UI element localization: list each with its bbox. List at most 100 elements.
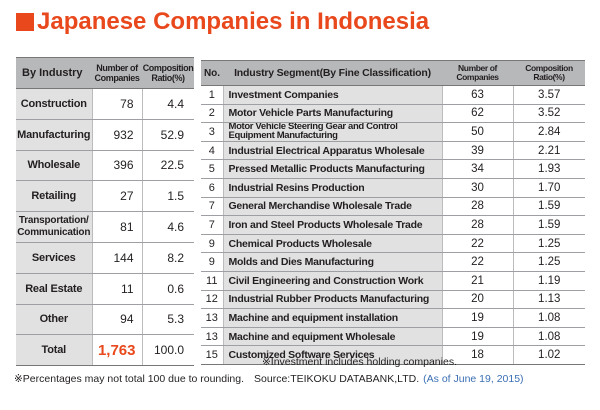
industry-row: Services 144 8.2: [16, 242, 194, 274]
segment-ratio: 1.59: [512, 197, 585, 217]
segment-row: 3 Motor Vehicle Steering Gear and Control…: [201, 122, 585, 142]
segment-row: 12 Industrial Rubber Products Manufacturi…: [201, 290, 585, 310]
segment-count: 20: [441, 290, 513, 310]
segment-rank: 9: [201, 234, 223, 254]
title-square-icon: [16, 13, 34, 31]
segment-name: Customized Software Services: [222, 345, 442, 365]
segment-ratio: 1.25: [512, 252, 585, 272]
industry-name: Transportation/ Communication: [16, 211, 92, 243]
industry-count: 11: [91, 273, 142, 305]
segment-ratio: 1.93: [512, 159, 585, 179]
segment-ratio: 3.57: [512, 85, 585, 105]
segment-row: 13 Machine and equipment installation 19 1.…: [201, 308, 585, 328]
segment-count: 22: [441, 234, 513, 254]
segment-row: 4 Industrial Electrical Apparatus Wholesa…: [201, 141, 585, 161]
segment-rank: 7: [201, 197, 223, 217]
industry-count: 396: [91, 150, 142, 182]
segment-rank: 5: [201, 159, 223, 179]
segment-rank: 4: [201, 141, 223, 161]
segment-count: 21: [441, 271, 513, 291]
industry-ratio: 0.6: [141, 273, 194, 305]
industry-ratio: 1.5: [141, 180, 194, 213]
segment-count: 63: [441, 85, 513, 105]
segment-ratio: 1.13: [512, 290, 585, 310]
as-of-date: (As of June 19, 2015): [423, 373, 524, 385]
segment-rank: 6: [201, 178, 223, 198]
header-ratio: Composition Ratio(%): [513, 60, 585, 86]
segment-row: 15 Customized Software Services 18 1.02: [201, 345, 585, 365]
industry-name: Services: [16, 242, 92, 274]
segment-row: 6 Industrial Resins Production 30 1.70: [201, 178, 585, 198]
segment-row: 9 Chemical Products Wholesale 22 1.25: [201, 234, 585, 254]
segment-ratio: 2.84: [512, 122, 585, 142]
industry-ratio: 4.6: [141, 211, 194, 243]
segment-name: Iron and Steel Products Wholesale Trade: [222, 215, 442, 235]
industry-row: Wholesale 396 22.5: [16, 150, 194, 182]
header-no: No.: [201, 60, 223, 86]
industry-count: 144: [91, 242, 142, 274]
header-ratio: Composition Ratio(%): [142, 57, 194, 89]
segment-row: 13 Machine and equipment Wholesale 19 1.08: [201, 327, 585, 347]
industry-table: By Industry Number of Companies Composit…: [16, 57, 194, 367]
segment-name: General Merchandise Wholesale Trade: [222, 197, 442, 217]
segment-ratio: 1.25: [512, 234, 585, 254]
segment-name: Industrial Resins Production: [222, 178, 442, 198]
segment-name: Industrial Rubber Products Manufacturing: [222, 290, 442, 310]
industry-row: Transportation/ Communication 81 4.6: [16, 211, 194, 243]
title-row: Japanese Companies in Indonesia: [16, 6, 429, 38]
industry-name: Manufacturing: [16, 119, 92, 151]
industry-row: Other 94 5.3: [16, 304, 194, 336]
segment-row: 11 Civil Engineering and Construction Wor…: [201, 271, 585, 291]
segment-name: Molds and Dies Manufacturing: [222, 252, 442, 272]
segment-name: Pressed Metallic Products Manufacturing: [222, 159, 442, 179]
total-label: Total: [16, 334, 92, 367]
industry-ratio: 52.9: [141, 119, 194, 151]
segment-count: 19: [441, 327, 513, 347]
industry-row: Manufacturing 932 52.9: [16, 119, 194, 151]
industry-ratio: 8.2: [141, 242, 194, 274]
segment-rank: 1: [201, 85, 223, 105]
segment-name: Machine and equipment Wholesale: [222, 327, 442, 347]
segment-ratio: 1.02: [512, 345, 585, 365]
segment-rank: 2: [201, 104, 223, 124]
segment-row: 7 Iron and Steel Products Wholesale Trade…: [201, 215, 585, 235]
segment-name: Civil Engineering and Construction Work: [222, 271, 442, 291]
segment-name: Chemical Products Wholesale: [222, 234, 442, 254]
segment-name: Motor Vehicle Parts Manufacturing: [222, 104, 442, 124]
industry-ratio: 5.3: [141, 304, 194, 336]
industry-ratio: 4.4: [141, 88, 194, 120]
segment-count: 50: [441, 122, 513, 142]
segment-table-header: No. Industry Segment(By Fine Classificat…: [201, 60, 585, 86]
segment-ratio: 1.08: [512, 327, 585, 347]
total-row: Total 1,763 100.0: [16, 334, 194, 367]
investment-note: ※Investment includes holding companies.: [262, 356, 457, 368]
segment-ratio: 1.59: [512, 215, 585, 235]
industry-row: Construction 78 4.4: [16, 88, 194, 120]
header-number: Number of Companies: [442, 60, 513, 86]
industry-row: Real Estate 11 0.6: [16, 273, 194, 305]
segment-count: 28: [441, 197, 513, 217]
header-industry: By Industry: [16, 57, 92, 89]
industry-count: 81: [91, 211, 142, 243]
industry-count: 78: [91, 88, 142, 120]
industry-name: Retailing: [16, 180, 92, 213]
segment-row: 9 Molds and Dies Manufacturing 22 1.25: [201, 252, 585, 272]
segment-name: Investment Companies: [222, 85, 442, 105]
segment-table: No. Industry Segment(By Fine Classificat…: [201, 60, 585, 365]
source-note: Source:TEIKOKU DATABANK,LTD.: [254, 373, 420, 385]
industry-name: Other: [16, 304, 92, 336]
segment-count: 62: [441, 104, 513, 124]
segment-rank: 13: [201, 308, 223, 328]
segment-rank: 3: [201, 122, 223, 142]
segment-ratio: 1.70: [512, 178, 585, 198]
page-title: Japanese Companies in Indonesia: [37, 8, 430, 35]
industry-count: 94: [91, 304, 142, 336]
segment-rank: 11: [201, 271, 223, 291]
total-ratio: 100.0: [141, 334, 194, 367]
industry-name: Real Estate: [16, 273, 92, 305]
rounding-note: ※Percentages may not total 100 due to ro…: [14, 373, 245, 385]
segment-rank: 12: [201, 290, 223, 310]
segment-name: Machine and equipment installation: [222, 308, 442, 328]
header-number: Number of Companies: [92, 57, 142, 89]
segment-rank: 15: [201, 345, 223, 365]
